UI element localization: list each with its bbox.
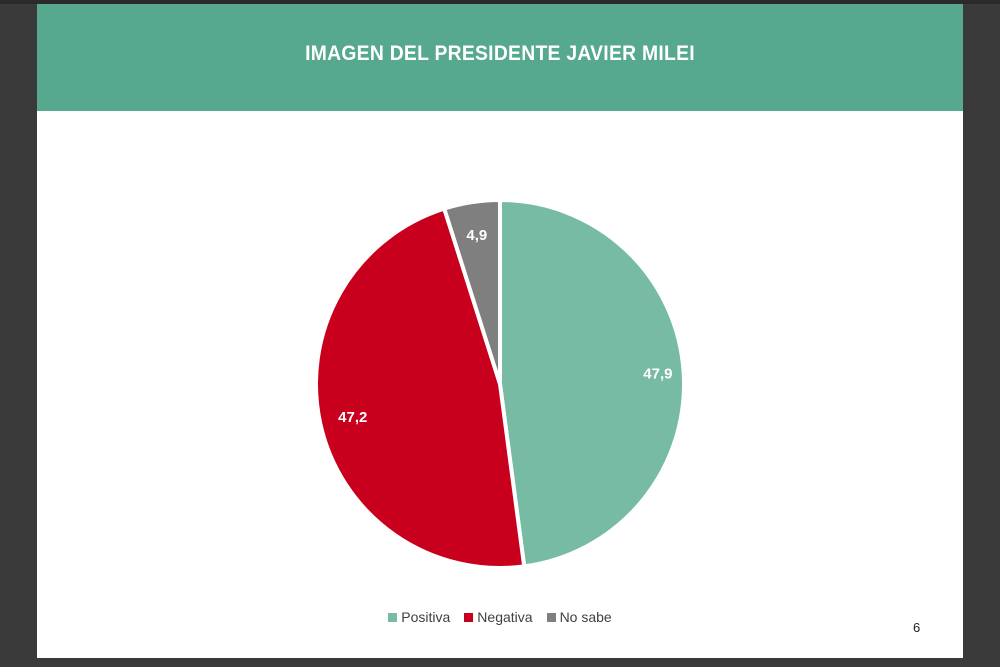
slide: IMAGEN DEL PRESIDENTE JAVIER MILEI 47,9 4…: [37, 4, 963, 658]
legend-swatch-positiva: [388, 612, 398, 622]
legend-label-negativa: Negativa: [477, 609, 533, 625]
pie-chart: 47,9 47,2 4,9: [314, 198, 686, 570]
slide-header: IMAGEN DEL PRESIDENTE JAVIER MILEI: [37, 4, 963, 111]
pie-label-positiva: 47,9: [643, 366, 672, 383]
pie-slice-no-sabe: [442, 198, 502, 386]
legend-swatch-negativa: [464, 612, 474, 622]
legend-swatch-no-sabe: [546, 612, 556, 622]
chart-legend: Positiva Negativa No sabe: [37, 609, 963, 625]
legend-item-negativa: Negativa: [464, 609, 533, 625]
legend-item-no-sabe: No sabe: [546, 609, 612, 625]
slide-title: IMAGEN DEL PRESIDENTE JAVIER MILEI: [305, 42, 695, 65]
legend-label-positiva: Positiva: [401, 609, 451, 625]
pie-label-no-sabe: 4,9: [466, 227, 487, 244]
page-number: 6: [913, 620, 921, 635]
pie-label-negativa: 47,2: [338, 409, 367, 426]
legend-label-no-sabe: No sabe: [559, 609, 612, 625]
pie-slice-positiva: [498, 198, 686, 569]
window-frame: [0, 0, 1000, 4]
legend-item-positiva: Positiva: [388, 609, 450, 625]
